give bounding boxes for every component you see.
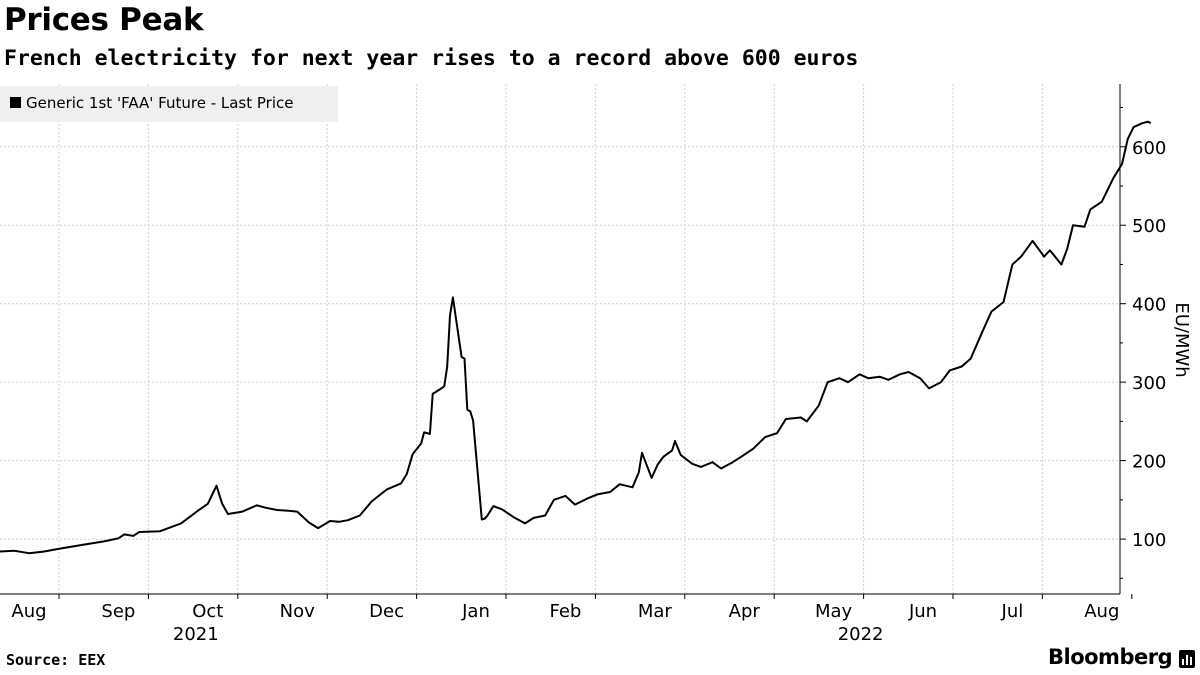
- x-tick-label: Oct: [192, 601, 223, 622]
- x-tick-label: Aug: [11, 601, 46, 622]
- x-tick-label: Jun: [908, 601, 937, 622]
- legend-background: [0, 86, 338, 122]
- x-tick-label: Apr: [729, 601, 761, 622]
- y-tick-label: 300: [1132, 373, 1166, 394]
- y-tick-label: 500: [1132, 216, 1166, 237]
- x-tick-label: Feb: [549, 601, 581, 622]
- chart-legend: Generic 1st 'FAA' Future - Last Price: [0, 86, 338, 122]
- chart-title: Prices Peak: [4, 2, 204, 38]
- chart-grid: [0, 84, 1120, 594]
- chart-subtitle: French electricity for next year rises t…: [4, 46, 859, 71]
- y-tick-label: 200: [1132, 452, 1166, 473]
- x-tick-label: Aug: [1084, 601, 1119, 622]
- x-tick-label: May: [815, 601, 853, 622]
- year-label: 2022: [838, 624, 884, 645]
- bloomberg-icon: [1179, 650, 1195, 668]
- legend-swatch: [10, 97, 21, 108]
- x-tick-label: Nov: [280, 601, 315, 622]
- chart-axes: 100 200 300 400 500 600 Aug Sep Oct Nov Dec Jan Feb M…: [0, 84, 1192, 645]
- x-tick-label: Jan: [461, 601, 490, 622]
- year-label: 2021: [173, 624, 219, 645]
- x-tick-label: Sep: [101, 601, 135, 622]
- y-tick-label: 600: [1132, 138, 1166, 159]
- source-note: Source: EEX: [6, 651, 106, 669]
- x-tick-label: Dec: [369, 601, 404, 622]
- y-tick-label: 400: [1132, 295, 1166, 316]
- y-axis-label: EU/MWh: [1171, 302, 1192, 377]
- bloomberg-logo: Bloomberg: [1048, 645, 1173, 669]
- legend-label: Generic 1st 'FAA' Future - Last Price: [26, 94, 293, 112]
- x-tick-label: Jul: [1001, 601, 1024, 622]
- series-line: [0, 120, 1152, 555]
- x-tick-label: Mar: [638, 601, 673, 622]
- y-tick-label: 100: [1132, 530, 1166, 551]
